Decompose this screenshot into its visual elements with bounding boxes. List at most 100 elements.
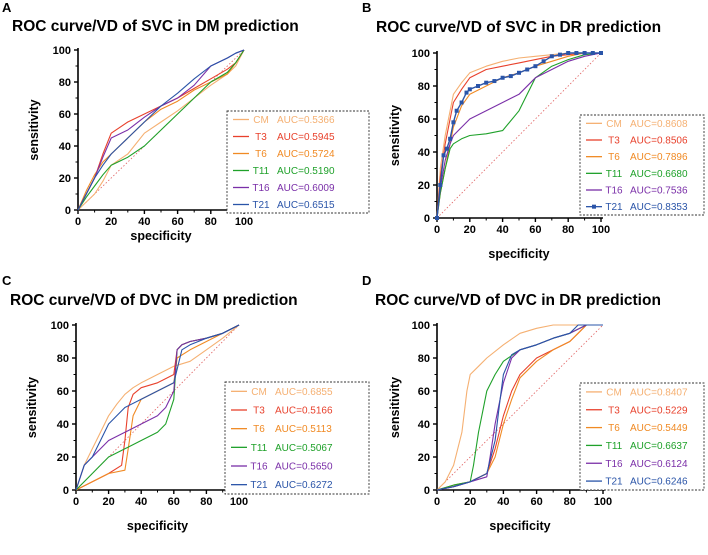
legend-label-t6: T6 [255, 149, 267, 160]
chart-panel-c: C ROC curve/VD of DVC in DM prediction spe… [2, 273, 370, 533]
legend-auc-t3: AUC=0.8506 [630, 136, 688, 147]
data-point-t21 [574, 51, 579, 55]
y-axis-label: sensitivity [27, 99, 41, 160]
y-tick-label: 100 [412, 320, 430, 332]
legend-auc-t16: AUC=0.6124 [630, 459, 688, 470]
data-point-t21 [438, 183, 443, 187]
x-tick-label: 80 [562, 224, 574, 236]
legend-label-cm: CM [251, 387, 267, 398]
data-point-t21 [558, 52, 562, 57]
data-point-t21 [533, 64, 538, 69]
series-line-t11 [436, 52, 602, 219]
y-tick-label: 0 [65, 205, 71, 217]
legend-label-t6: T6 [608, 423, 620, 434]
y-tick-label: 0 [424, 485, 430, 497]
legend-box [224, 381, 370, 495]
series-line-t11 [77, 49, 245, 211]
legend-label-cm: CM [606, 119, 622, 130]
x-tick-label: 60 [529, 224, 541, 236]
y-tick-label: 100 [412, 48, 430, 60]
y-tick-label: 100 [53, 45, 71, 57]
x-tick-label: 40 [497, 496, 509, 508]
series-line-t21 [77, 49, 245, 211]
chart-title: ROC curve/VD of DVC in DR prediction [375, 292, 661, 309]
legend-box [579, 382, 705, 491]
panel-letter: C [2, 273, 12, 288]
data-point-t21 [451, 120, 456, 125]
y-tick-label: 40 [57, 419, 69, 431]
legend-auc-t16: AUC=0.7536 [630, 186, 688, 197]
legend-auc-t11: AUC=0.5190 [277, 166, 335, 177]
y-tick-label: 0 [63, 485, 69, 497]
legend-label-t3: T3 [253, 406, 265, 417]
panel-letter: A [2, 0, 12, 15]
legend-label-t16: T16 [605, 186, 623, 197]
series-line-cm [436, 324, 603, 491]
legend-auc-t6: AUC=0.5113 [275, 424, 332, 435]
data-point-t21 [541, 59, 546, 64]
x-tick-label: 40 [138, 216, 150, 228]
series-line-t6 [77, 49, 245, 211]
panel-letter: D [362, 273, 371, 288]
legend-auc-t21: AUC=0.8353 [630, 202, 688, 213]
legend-box [579, 114, 705, 216]
x-tick-label: 100 [235, 216, 253, 228]
chart-panel-b: B ROC curve/VD of SVC in DR prediction spe… [362, 0, 705, 261]
data-point-t21 [599, 51, 603, 55]
x-axis-label: specificity [130, 229, 191, 243]
data-point-t21 [517, 70, 521, 75]
x-tick-label: 40 [496, 224, 508, 236]
legend-auc-cm: AUC=0.8407 [630, 387, 688, 398]
data-point-t21 [590, 51, 595, 55]
legend-label-t16: T16 [252, 183, 270, 194]
x-axis-label: specificity [489, 519, 550, 533]
x-tick-label: 80 [200, 496, 212, 508]
series-line-t16 [436, 52, 602, 219]
x-tick-label: 0 [434, 224, 440, 236]
data-point-t21 [454, 108, 459, 113]
legend-marker-t21 [592, 204, 596, 209]
legend-auc-t21: AUC=0.6272 [275, 480, 333, 491]
x-tick-label: 0 [73, 496, 79, 508]
y-tick-label: 40 [418, 419, 430, 431]
data-point-t21 [459, 100, 464, 105]
reference-line [436, 52, 602, 219]
data-point-t21 [525, 67, 530, 72]
y-tick-label: 20 [59, 173, 71, 185]
legend-auc-t11: AUC=0.6637 [630, 441, 688, 452]
x-tick-label: 60 [530, 496, 542, 508]
x-tick-label: 100 [594, 496, 612, 508]
x-axis-label: specificity [488, 247, 549, 261]
series-line-t3 [436, 52, 601, 219]
legend-label-t21: T21 [252, 200, 270, 211]
y-axis-label: sensitivity [388, 377, 402, 438]
legend-auc-cm: AUC=0.5366 [277, 115, 335, 126]
data-point-t21 [566, 51, 571, 55]
y-tick-label: 80 [57, 353, 69, 365]
x-axis-label: specificity [127, 519, 188, 533]
series-line-cm [75, 324, 240, 491]
y-axis-label: sensitivity [25, 377, 39, 438]
legend-label-t21: T21 [605, 202, 623, 213]
legend-auc-t21: AUC=0.6515 [277, 200, 335, 211]
legend-label-t6: T6 [253, 424, 265, 435]
legend-label-t16: T16 [605, 459, 623, 470]
data-point-t21 [435, 216, 439, 220]
legend-label-t3: T3 [608, 136, 620, 147]
x-tick-label: 20 [464, 224, 476, 236]
legend-auc-t3: AUC=0.5945 [277, 132, 335, 143]
y-tick-label: 60 [418, 386, 430, 398]
data-point-t21 [444, 146, 449, 151]
x-tick-label: 100 [592, 224, 610, 236]
x-tick-label: 20 [464, 496, 476, 508]
x-tick-label: 20 [102, 496, 114, 508]
data-point-t21 [441, 153, 446, 158]
legend-auc-t11: AUC=0.6680 [630, 169, 688, 180]
legend-auc-t6: AUC=0.5449 [630, 423, 688, 434]
legend-label-t21: T21 [605, 477, 623, 488]
legend-auc-t6: AUC=0.5724 [277, 149, 335, 160]
legend-auc-cm: AUC=0.6855 [275, 387, 333, 398]
data-point-t21 [467, 87, 472, 92]
x-tick-label: 80 [205, 216, 217, 228]
